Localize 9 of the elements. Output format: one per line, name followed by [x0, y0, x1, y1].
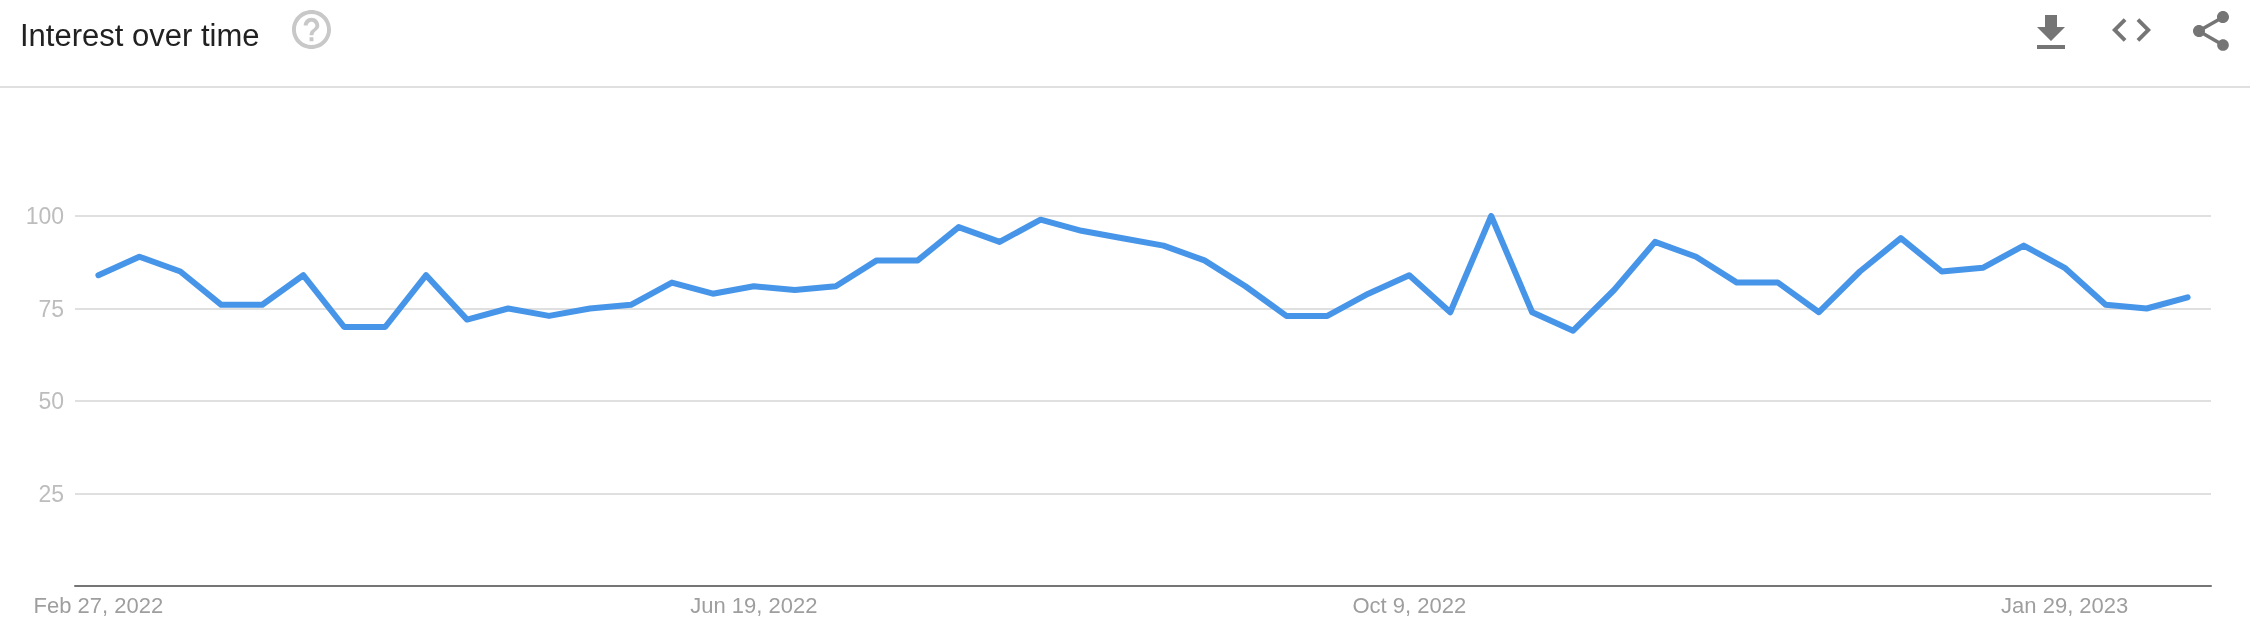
y-tick-label: 75 — [38, 295, 64, 322]
y-tick-label: 100 — [25, 203, 64, 229]
x-tick-label: Jun 19, 2022 — [690, 592, 818, 618]
x-tick-label: Jan 29, 2023 — [2001, 592, 2129, 618]
y-tick-label: 25 — [38, 480, 64, 507]
chart-title: Interest over time — [20, 18, 260, 53]
y-tick-label: 50 — [38, 388, 64, 414]
x-tick-label: Oct 9, 2022 — [1352, 592, 1467, 618]
x-tick-label: Feb 27, 2022 — [33, 592, 164, 618]
